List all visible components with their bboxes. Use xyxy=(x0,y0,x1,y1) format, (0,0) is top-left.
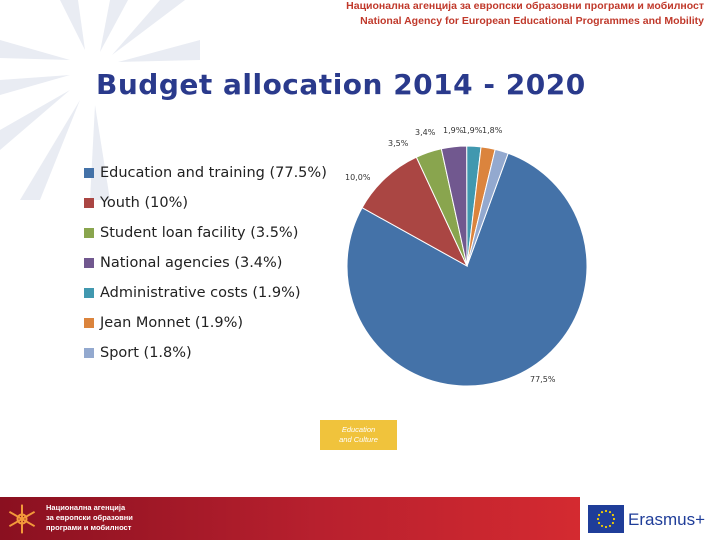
chart-legend: Education and training (77.5%) Youth (10… xyxy=(84,158,327,368)
legend-label: Youth (10%) xyxy=(100,195,189,211)
page-title: Budget allocation 2014 - 2020 xyxy=(96,68,586,101)
legend-swatch xyxy=(84,198,94,208)
flag-star xyxy=(604,509,608,513)
pie-data-label: 1,9% xyxy=(462,126,483,135)
footer-agency-name: Национална агенција за европски образовн… xyxy=(46,503,133,533)
sunburst-decoration xyxy=(0,0,200,200)
flag-star xyxy=(600,524,604,528)
agency-name-macedonian: Национална агенција за европски образовн… xyxy=(346,0,704,12)
legend-swatch xyxy=(84,228,94,238)
legend-label: Administrative costs (1.9%) xyxy=(100,285,301,301)
flag-star xyxy=(611,513,615,517)
legend-label: Jean Monnet (1.9%) xyxy=(100,315,244,331)
education-and-culture-badge: Education and Culture xyxy=(320,420,397,450)
flag-star xyxy=(611,521,615,525)
flag-star xyxy=(608,510,612,514)
pie-slice xyxy=(346,152,588,387)
erasmus-plus-label: Erasmus+ xyxy=(628,510,705,529)
flag-star xyxy=(608,524,612,528)
legend-item: Sport (1.8%) xyxy=(84,338,327,368)
legend-item: Administrative costs (1.9%) xyxy=(84,278,327,308)
flag-star xyxy=(612,517,616,521)
agency-name-english: National Agency for European Educational… xyxy=(360,15,704,27)
footer-bar: Национална агенција за европски образовн… xyxy=(0,497,580,540)
flag-star xyxy=(600,510,604,514)
legend-item: Student loan facility (3.5%) xyxy=(84,218,327,248)
eu-flag-icon xyxy=(588,505,624,533)
flag-star xyxy=(604,525,608,529)
legend-item: Education and training (77.5%) xyxy=(84,158,327,188)
flag-star xyxy=(597,513,601,517)
agency-logo-icon xyxy=(8,504,36,534)
legend-item: National agencies (3.4%) xyxy=(84,248,327,278)
legend-label: Education and training (77.5%) xyxy=(100,165,327,181)
badge-line-2: and Culture xyxy=(339,435,378,444)
legend-label: National agencies (3.4%) xyxy=(100,255,283,271)
legend-item: Youth (10%) xyxy=(84,188,327,218)
pie-data-label: 1,9% xyxy=(443,126,464,135)
erasmus-plus-logo: Erasmus+ xyxy=(588,505,716,535)
legend-label: Sport (1.8%) xyxy=(100,345,192,361)
legend-swatch xyxy=(84,168,94,178)
footer-line-1: Национална агенција xyxy=(46,503,126,512)
pie-data-label: 1,8% xyxy=(482,126,503,135)
footer-line-2: за европски образовни xyxy=(46,513,133,522)
pie-data-label: 3,5% xyxy=(388,139,409,148)
legend-swatch xyxy=(84,348,94,358)
pie-data-label: 10,0% xyxy=(345,173,371,182)
legend-swatch xyxy=(84,288,94,298)
legend-label: Student loan facility (3.5%) xyxy=(100,225,299,241)
badge-line-1: Education xyxy=(341,425,376,434)
flag-star xyxy=(597,521,601,525)
footer-line-3: програми и мобилност xyxy=(46,523,132,532)
pie-slice xyxy=(361,156,469,268)
pie-slice xyxy=(466,148,509,267)
pie-data-label: 77,5% xyxy=(530,375,556,384)
legend-swatch xyxy=(84,258,94,268)
legend-item: Jean Monnet (1.9%) xyxy=(84,308,327,338)
flag-star xyxy=(596,517,600,521)
pie-data-label: 3,4% xyxy=(415,128,436,137)
legend-swatch xyxy=(84,318,94,328)
